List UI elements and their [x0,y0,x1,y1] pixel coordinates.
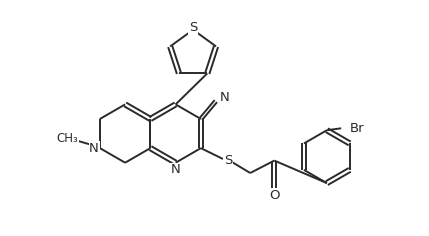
Text: CH₃: CH₃ [57,131,79,144]
Text: S: S [189,21,197,34]
Text: N: N [171,163,181,176]
Text: O: O [269,189,280,202]
Text: N: N [220,91,229,104]
Text: S: S [224,154,232,167]
Text: N: N [89,142,99,155]
Text: Br: Br [350,122,365,135]
